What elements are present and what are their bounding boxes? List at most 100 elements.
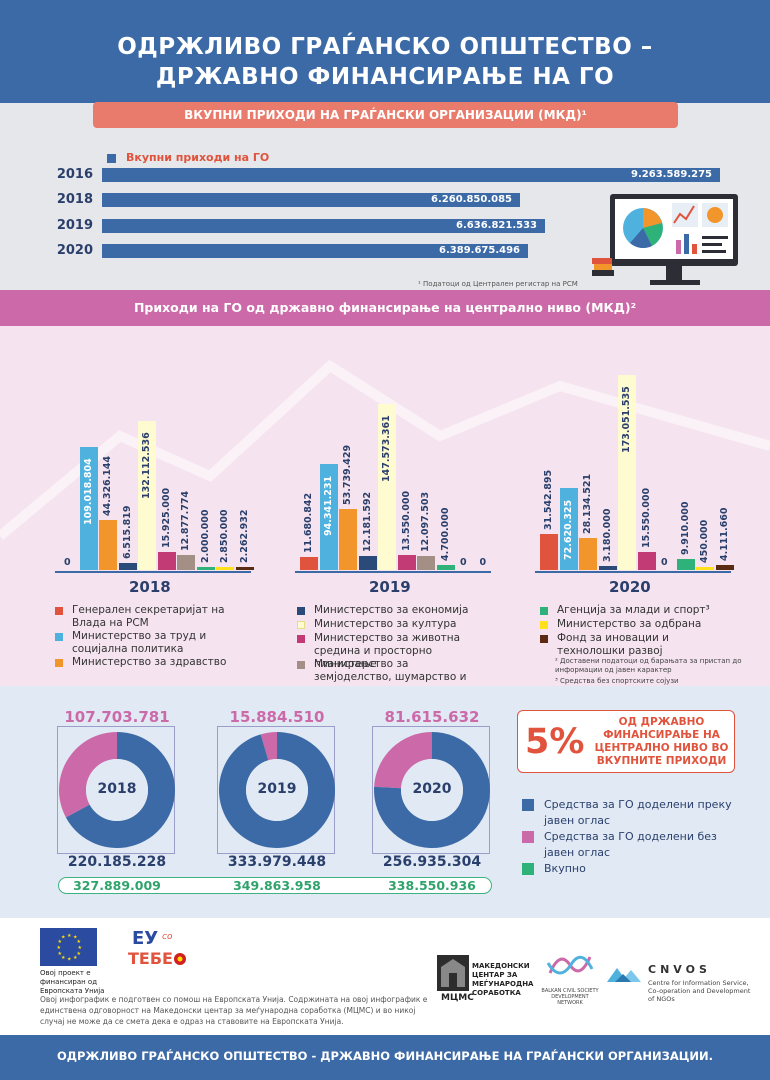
svg-text:★: ★ — [77, 951, 82, 957]
svg-text:★: ★ — [73, 935, 78, 941]
svg-text:★: ★ — [78, 945, 83, 951]
bar-value-label: 2.850.000 — [219, 509, 230, 564]
donut-hole — [246, 759, 308, 821]
chart-baseline — [535, 571, 731, 573]
eu-flag-logo: ★ ★★ ★★★ ★★★ ★★★ — [40, 928, 97, 966]
page-title: ОДРЖЛИВО ГРАЃАНСКО ОПШТЕСТВО – ДРЖАВНО Ф… — [0, 32, 770, 92]
bar-value-label: 31.542.895 — [543, 469, 554, 530]
donut-segment-public-call — [219, 732, 335, 848]
ministry-legend-item: Министерство за економија — [297, 604, 477, 617]
footnote-3: ³ Средства без спортските сојузи — [555, 677, 679, 685]
legend-label: Министерство за труд и социјална политик… — [72, 630, 207, 655]
legend-swatch — [55, 607, 63, 615]
ministry-bar — [378, 404, 396, 570]
svg-text:ЕУ: ЕУ — [132, 928, 158, 949]
ministry-bar — [637, 552, 656, 570]
svg-text:★: ★ — [58, 939, 63, 945]
legend-label: Агенција за млади и спорт³ — [557, 604, 710, 616]
legend-label: Министерство за економија — [314, 604, 469, 616]
svg-text:со: со — [162, 932, 173, 942]
donut-segment-public-call — [374, 732, 490, 848]
svg-text:★: ★ — [57, 945, 62, 951]
legend-swatch — [55, 659, 63, 667]
donut-segment-without-call — [58, 732, 117, 818]
ministry-bar — [138, 421, 156, 570]
total-income-year-label: 2019 — [56, 218, 93, 233]
mcms-abbreviation: МЦМС — [441, 993, 474, 1003]
legend-swatch — [540, 621, 548, 629]
donut-without-call-value: 107.703.781 — [64, 708, 170, 726]
allocation-legend-item: Средства за ГО доделени преку јавен огла… — [522, 797, 732, 829]
bar-value-label: 4.111.660 — [718, 507, 730, 562]
legend-swatch — [522, 831, 534, 843]
legend-swatch — [55, 633, 63, 641]
allocation-donut — [374, 732, 490, 848]
disclaimer-text: Овој инфографик е подготвен со помош на … — [40, 995, 428, 1026]
bar-value-label: 12.877.774 — [180, 490, 191, 551]
bar-value-label: 28.134.521 — [582, 473, 593, 534]
svg-text:★: ★ — [67, 957, 72, 963]
year-bar-group-2020: 31.542.895 72.620.325 28.134.521 3.180.000 1… — [535, 330, 735, 596]
bar-value-label: 3.180.000 — [601, 508, 613, 563]
donut-segment-without-call — [260, 732, 277, 761]
percentage-callout — [517, 710, 735, 773]
legend-label: Министерство за култура — [314, 618, 457, 630]
eu-caption: Овој проект е финансиран од Европската У… — [40, 969, 105, 995]
footnote-1: ¹ Податоци од Централен регистар на РСМ — [418, 280, 578, 288]
bar-value-label: 94.341.231 — [322, 475, 334, 536]
footer-text: ОДРЖЛИВО ГРАЃАНСКО ОПШТЕСТВО - ДРЖАВНО Ф… — [56, 1049, 714, 1063]
donut-hole — [401, 759, 463, 821]
svg-text:★: ★ — [73, 955, 78, 961]
ministry-legend-item: Министерство за труд и социјална политик… — [55, 630, 235, 656]
bar-value-label: 9.910.000 — [679, 501, 691, 556]
legend-swatch — [297, 635, 305, 643]
ministry-legend-item: Министерство за здравство — [55, 656, 235, 669]
legend-swatch — [522, 799, 534, 811]
legend-swatch — [297, 607, 305, 615]
allocation-legend-item: Вкупно — [522, 861, 732, 877]
bar-value-label: 0 — [460, 557, 467, 568]
svg-text:★: ★ — [67, 933, 72, 939]
percentage-text: ОД ДРЖАВНО ФИНАНСИРАЊЕ НА ЦЕНТРАЛНО НИВО… — [594, 716, 729, 767]
donut-year-label: 2019 — [257, 781, 297, 797]
ministry-bar — [579, 538, 597, 570]
legend-swatch — [297, 661, 305, 669]
chart-year-label: 2018 — [129, 578, 171, 596]
total-income-year-label: 2020 — [56, 243, 93, 258]
allocation-legend-item: Средства за ГО доделени без јавен оглас — [522, 829, 732, 861]
state-funding-banner-text: Приходи на ГО од државно финансирање на … — [133, 300, 637, 315]
donut-without-call-value: 81.615.632 — [384, 708, 480, 726]
bar-value-label: 44.326.144 — [102, 455, 113, 516]
ministry-bar — [715, 565, 734, 570]
donut-total-value: 349.863.958 — [233, 878, 321, 893]
bar-value-label: 2.262.932 — [238, 509, 250, 564]
balkan-network-logo-icon — [546, 955, 594, 975]
footer-banner — [0, 1035, 770, 1080]
legend-swatch — [540, 607, 548, 615]
donut-public-call-value: 333.979.448 — [227, 854, 327, 870]
ministry-legend-item: Фонд за иновации и технолошки развој — [540, 632, 710, 658]
bar-value-label: 13.550.000 — [400, 490, 412, 551]
year-bar-group-2018: 0 109.018.804 44.326.144 6.515.819 132.112.5… — [55, 330, 255, 596]
state-funding-banner — [0, 290, 770, 326]
cnvos-subtitle: Centre for Information Service, Co-opera… — [648, 979, 751, 1003]
donut-total-value: 338.550.936 — [388, 878, 476, 893]
bar-value-label: 147.573.361 — [381, 415, 392, 483]
ministry-bar — [676, 559, 695, 570]
ministry-bar — [598, 566, 617, 570]
bar-value-label: 132.112.536 — [141, 432, 152, 500]
total-income-bar: 6.636.821.533 — [102, 219, 545, 233]
ministry-bar — [559, 488, 578, 570]
ministry-legend-item: Генерален секретаријат на Влада на РСМ — [55, 604, 235, 630]
ministry-bar — [235, 567, 254, 570]
chart-baseline — [55, 571, 251, 573]
donut-without-call-value: 15.884.510 — [229, 708, 325, 726]
legend-swatch — [522, 863, 534, 875]
ministry-legend-item: Министерство за одбрана — [540, 618, 730, 631]
donut-segment-public-call — [65, 732, 175, 848]
bar-value-label: 15.925.000 — [160, 487, 172, 548]
legend-label: Министерство за одбрана — [557, 618, 702, 630]
ministry-bar — [300, 557, 318, 570]
svg-text:★: ★ — [61, 955, 66, 961]
donut-year-label: 2020 — [412, 781, 452, 797]
